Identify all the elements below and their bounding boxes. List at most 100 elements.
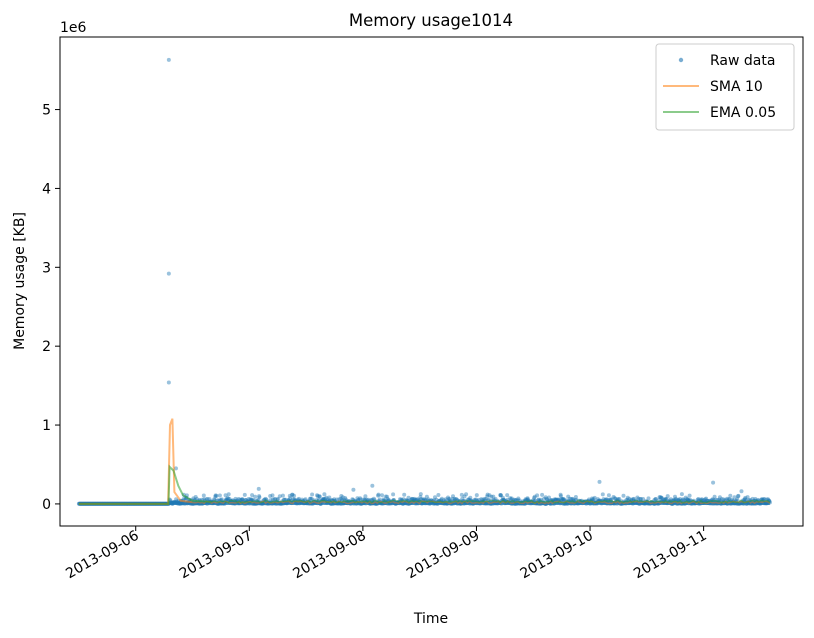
raw-data-point xyxy=(340,497,344,502)
raw-data-point xyxy=(251,498,256,503)
raw-data-point xyxy=(748,498,753,502)
raw-data-point xyxy=(438,498,442,503)
raw-data-point xyxy=(223,499,228,503)
raw-data-point xyxy=(560,497,565,502)
raw-data-point xyxy=(761,498,766,503)
raw-data-point xyxy=(254,498,259,503)
raw-data-point xyxy=(723,497,728,502)
raw-data-point xyxy=(501,497,506,502)
raw-data-point xyxy=(323,499,328,504)
raw-data-point xyxy=(399,497,404,502)
raw-data-point xyxy=(615,497,620,502)
raw-data-point xyxy=(662,497,667,502)
raw-data-point xyxy=(477,497,482,502)
raw-data-point xyxy=(457,499,462,504)
raw-data-point xyxy=(533,498,538,503)
raw-data-point xyxy=(308,496,313,501)
raw-data-point xyxy=(597,498,602,503)
raw-data-point xyxy=(604,497,609,502)
raw-data-point xyxy=(652,498,657,503)
raw-data-point xyxy=(525,497,530,502)
raw-data-point xyxy=(545,497,550,502)
raw-data-point xyxy=(248,497,253,502)
raw-data-point xyxy=(377,497,382,502)
raw-data-point xyxy=(301,499,306,504)
raw-data-point xyxy=(704,498,709,503)
raw-data-point xyxy=(346,499,351,504)
raw-data-point xyxy=(277,494,282,499)
raw-data-point xyxy=(452,498,457,503)
raw-data-point xyxy=(681,498,686,502)
raw-data-point xyxy=(358,497,363,502)
raw-data-point xyxy=(405,498,410,503)
raw-data-point xyxy=(616,497,621,502)
legend-label: SMA 10 xyxy=(710,79,763,95)
raw-data-point xyxy=(663,497,668,502)
raw-data-point xyxy=(322,497,326,502)
raw-data-point xyxy=(678,499,683,504)
raw-data-point xyxy=(709,498,714,502)
raw-data-point xyxy=(420,497,425,502)
raw-data-point xyxy=(335,497,339,502)
raw-data-point xyxy=(685,497,690,502)
raw-data-point xyxy=(629,497,634,502)
raw-data-point xyxy=(421,498,426,503)
raw-data-point xyxy=(753,497,758,501)
raw-data-point xyxy=(412,496,417,501)
raw-data-point xyxy=(673,496,678,501)
raw-data-point xyxy=(742,497,747,502)
raw-data-point xyxy=(588,499,593,503)
raw-data-point xyxy=(404,498,409,503)
raw-data-point xyxy=(501,498,506,502)
raw-data-point xyxy=(703,497,708,502)
raw-data-point xyxy=(292,498,297,503)
raw-data-point xyxy=(641,497,646,501)
raw-data-point xyxy=(627,497,632,501)
raw-data-point xyxy=(413,498,418,502)
raw-data-point xyxy=(367,498,372,503)
plot-area-frame xyxy=(59,36,804,527)
raw-data-point xyxy=(743,495,748,500)
raw-data-point xyxy=(665,494,670,499)
raw-data-point xyxy=(212,498,217,503)
raw-data-point xyxy=(317,494,322,499)
raw-data-point xyxy=(705,499,710,503)
raw-data-point xyxy=(638,497,643,502)
raw-data-point xyxy=(459,492,464,497)
raw-data-point xyxy=(739,489,744,494)
raw-data-point xyxy=(174,497,179,502)
raw-data-point xyxy=(228,498,233,503)
raw-data-point xyxy=(673,494,677,499)
raw-data-point xyxy=(249,498,254,503)
raw-data-point xyxy=(242,492,247,497)
y-offset-label: 1e6 xyxy=(60,20,87,36)
raw-data-point xyxy=(558,494,563,499)
series-line-ema-0-05 xyxy=(78,464,212,505)
raw-data-point xyxy=(380,493,384,498)
raw-data-point xyxy=(243,498,248,502)
raw-data-point xyxy=(419,497,424,501)
raw-data-point xyxy=(311,498,316,503)
x-axis-label: Time xyxy=(413,611,448,627)
raw-data-point xyxy=(213,493,218,498)
raw-data-point xyxy=(226,492,231,497)
raw-data-point xyxy=(732,495,737,500)
raw-data-point xyxy=(498,493,503,497)
raw-data-point xyxy=(166,380,171,385)
raw-data-point xyxy=(742,497,747,502)
raw-data-point xyxy=(717,497,722,502)
y-axis-label: Memory usage [KB] xyxy=(12,212,28,350)
raw-data-point xyxy=(687,498,692,503)
raw-data-point xyxy=(671,498,676,502)
raw-data-point xyxy=(736,493,741,498)
raw-data-point xyxy=(340,495,345,500)
raw-data-point xyxy=(260,499,265,504)
raw-data-point xyxy=(664,497,669,502)
raw-data-point xyxy=(370,497,375,502)
raw-data-point xyxy=(755,499,760,504)
raw-data-point xyxy=(469,499,474,503)
raw-data-point xyxy=(322,492,327,497)
raw-data-point xyxy=(409,496,414,501)
raw-data-point xyxy=(713,497,718,502)
